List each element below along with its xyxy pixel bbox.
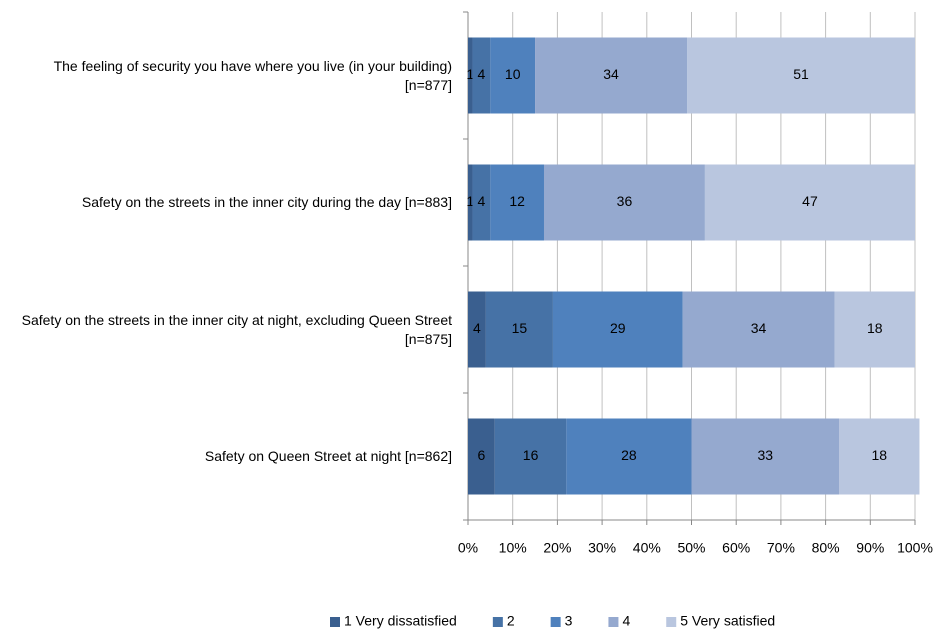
legend-label: 2 — [507, 613, 515, 629]
bar-segment — [494, 418, 567, 495]
x-tick-label: 40% — [633, 540, 661, 556]
bar-segment — [485, 291, 553, 368]
bar-segment — [834, 291, 915, 368]
data-label: 33 — [757, 447, 773, 463]
bar-segment — [543, 164, 705, 241]
bar-segment — [490, 37, 536, 114]
data-label: 12 — [509, 193, 525, 209]
bar-segment — [490, 164, 544, 241]
legend-label: 5 Very satisfied — [680, 613, 775, 629]
data-label: 16 — [523, 447, 539, 463]
category-label: Safety on the streets in the inner city … — [21, 311, 452, 347]
data-label: 6 — [478, 447, 486, 463]
bar-segment — [468, 418, 495, 495]
x-tick-label: 10% — [499, 540, 527, 556]
data-label: 4 — [473, 320, 481, 336]
bar-segment — [552, 291, 683, 368]
legend-swatch — [492, 617, 503, 627]
legend-label: 3 — [565, 613, 573, 629]
bar-segment — [704, 164, 915, 241]
bar-segment — [566, 418, 692, 495]
bar-segment — [691, 418, 840, 495]
x-tick-label: 50% — [677, 540, 705, 556]
x-tick-label: 60% — [722, 540, 750, 556]
x-tick-label: 100% — [897, 540, 933, 556]
bar-segment — [472, 37, 491, 114]
data-label: 4 — [478, 193, 486, 209]
bar-segment — [682, 291, 835, 368]
legend-swatch — [330, 617, 340, 627]
bar-segment — [687, 37, 915, 114]
x-tick-label: 90% — [856, 540, 884, 556]
data-label: 47 — [802, 193, 818, 209]
bar-segment — [472, 164, 491, 241]
legend-swatch — [608, 617, 619, 627]
bar-segment — [535, 37, 688, 114]
legend-label: 1 Very dissatisfied — [344, 613, 457, 629]
x-tick-label: 30% — [588, 540, 616, 556]
category-label: The feeling of security you have where y… — [53, 57, 452, 93]
bar-segment — [468, 291, 486, 368]
category-label: Safety on the streets in the inner city … — [81, 194, 452, 210]
bar-segment — [468, 37, 473, 114]
data-label: 29 — [610, 320, 626, 336]
x-tick-label: 0% — [458, 540, 478, 556]
data-label: 4 — [478, 66, 486, 82]
category-label: Safety on Queen Street at night [n=862] — [204, 448, 452, 464]
data-label: 10 — [505, 66, 521, 82]
legend-swatch — [666, 617, 677, 627]
x-tick-label: 70% — [767, 540, 795, 556]
data-label: 15 — [512, 320, 528, 336]
x-tick-label: 20% — [543, 540, 571, 556]
x-tick-label: 80% — [812, 540, 840, 556]
data-label: 18 — [871, 447, 887, 463]
data-label: 34 — [751, 320, 767, 336]
data-label: 51 — [793, 66, 809, 82]
legend-swatch — [550, 617, 561, 627]
legend-label: 4 — [622, 613, 630, 629]
data-label: 28 — [621, 447, 637, 463]
data-label: 36 — [617, 193, 633, 209]
bar-segment — [839, 418, 920, 495]
data-label: 18 — [867, 320, 883, 336]
data-label: 1 — [466, 66, 474, 82]
data-label: 34 — [603, 66, 619, 82]
bar-segment — [468, 164, 473, 241]
data-label: 1 — [466, 193, 474, 209]
